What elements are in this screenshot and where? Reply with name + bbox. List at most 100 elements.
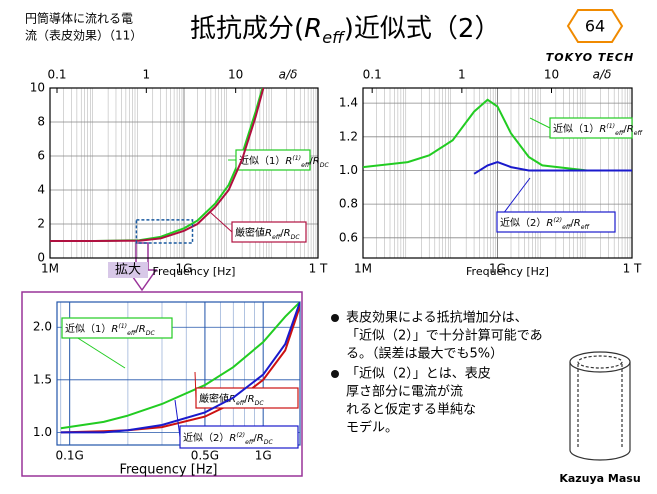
formula-part: DC [255,400,265,407]
formula-part: R [284,228,291,239]
formula-part: eff [245,439,255,446]
legend-entry: 厳密値Reff/RDC [235,226,300,241]
formula-part: eff [634,130,644,137]
formula-part: eff [322,28,346,47]
y-tick-label: 0.8 [339,197,358,211]
y-tick-label: 1.5 [33,372,52,386]
legend-entry: 近似（1）R(1)eff/RDC [65,322,155,337]
bullet-dot [331,314,339,322]
formula-part: DC [320,162,330,169]
x2-axis-label: a/δ [279,68,298,82]
legend-name: 厳密値 [235,226,265,239]
bullet-text: る。（誤差は最大でも5%） [346,346,503,362]
x-axis-label: Frequency [Hz] [153,265,236,278]
formula-part: R [111,324,118,335]
x-tick-label: 1G [489,262,506,276]
x2-tick-label: 10 [228,68,243,82]
bullet-dot [331,370,339,378]
formula-part: R [627,124,634,135]
series-line [50,88,265,242]
y-tick-label: 1.4 [339,96,358,110]
legend-entry: 近似（1）R(1)eff/Reff [553,122,644,137]
y-tick-label: 1.0 [33,425,52,439]
formula-part: R [257,433,264,444]
legend-entry: 近似（1）R(1)eff/RDC [239,154,329,169]
bullet-text: れると仮定する単純な [346,402,476,418]
x2-tick-label: 10 [544,68,559,82]
legend-entry: 厳密値Reff/RDC [199,392,264,407]
x-axis-label: Frequency [Hz] [466,265,549,278]
legend-box [549,117,633,139]
page-number: 64 [585,17,605,36]
y-tick-label: 8 [37,115,45,129]
zoom-region [135,219,194,244]
x-tick-label: 0.1G [55,449,83,463]
x-tick-label: 1G [255,449,272,463]
formula-part: eff [301,162,311,169]
cylinder-icon [569,351,631,461]
y-tick-label: 2.0 [33,320,52,334]
legend-box [61,317,173,339]
formula-part: DC [264,439,274,446]
zoom-label-bg [108,262,148,278]
subtitle-line: 流（表皮効果）（11） [25,28,142,43]
zoom-label: 拡大 [115,263,141,278]
formula-part: (2) [553,217,562,224]
x2-tick-label: 1 [143,68,151,82]
formula-part: R [265,228,272,239]
formula-part: (2) [236,432,245,439]
plot-frame [362,87,633,259]
legend-name: 厳密値 [199,392,229,405]
x2-tick-label: 0.1 [47,68,66,82]
legend-entry: 近似（2）R(2)eff/Reff [500,216,591,231]
formula-part: (1) [292,155,301,162]
formula-part: eff [127,330,137,337]
formula-part: eff [272,234,282,241]
y-tick-label: 2 [37,217,45,231]
legend-box [179,425,299,449]
y-tick-label: 1.2 [339,129,358,143]
plot-frame [56,301,301,446]
title: 抵抗成分(Reff)近似式（2） [190,14,500,48]
x-axis-label: Frequency [Hz] [119,463,217,478]
logo: TOKYO TECH [546,51,634,64]
formula-part: )近似式（2） [344,14,501,44]
formula-part: 抵抗成分( [190,14,304,44]
formula-part: R [574,218,581,229]
legend-name: 近似（1） [239,154,285,167]
x2-tick-label: 1 [458,68,466,82]
legend-entry: 近似（2）R(2)eff/RDC [183,431,273,446]
annotation-pointer [174,399,181,438]
formula-part: (1) [606,123,615,130]
series-line [60,302,300,430]
bullet-text: 厚さ部分に電流が流 [346,385,463,400]
y-tick-label: 1.0 [339,163,358,177]
formula-part: R [229,433,236,444]
series-line [60,302,300,434]
x-tick-label: 1M [354,262,372,276]
legend-name: 近似（2） [500,216,546,229]
bullet-text: 「近似（2）」とは、表皮 [346,367,491,382]
annotation-pointer [529,117,551,129]
formula-part: / [135,324,139,335]
formula-part: R [599,124,606,135]
bullet-text: モデル。 [346,420,398,436]
formula-part: / [253,433,257,444]
formula-part: R [546,218,553,229]
formula-part: R [229,394,236,405]
x-tick-label: 1 T [623,262,642,276]
formula-part: R [285,156,292,167]
legend-name: 近似（2） [183,431,229,444]
author: Kazuya Masu [559,472,640,485]
y-tick-label: 0.6 [339,230,358,244]
x-tick-label: 1 T [309,262,328,276]
formula-part: eff [615,130,625,137]
formula-part: R [304,14,322,44]
bullet-text: 表皮効果による抵抗増加分は、 [346,311,528,326]
x-tick-label: 1G [176,262,193,276]
y-tick-label: 4 [37,183,45,197]
subtitle-line: 円筒導体に流れる電 [25,11,133,26]
